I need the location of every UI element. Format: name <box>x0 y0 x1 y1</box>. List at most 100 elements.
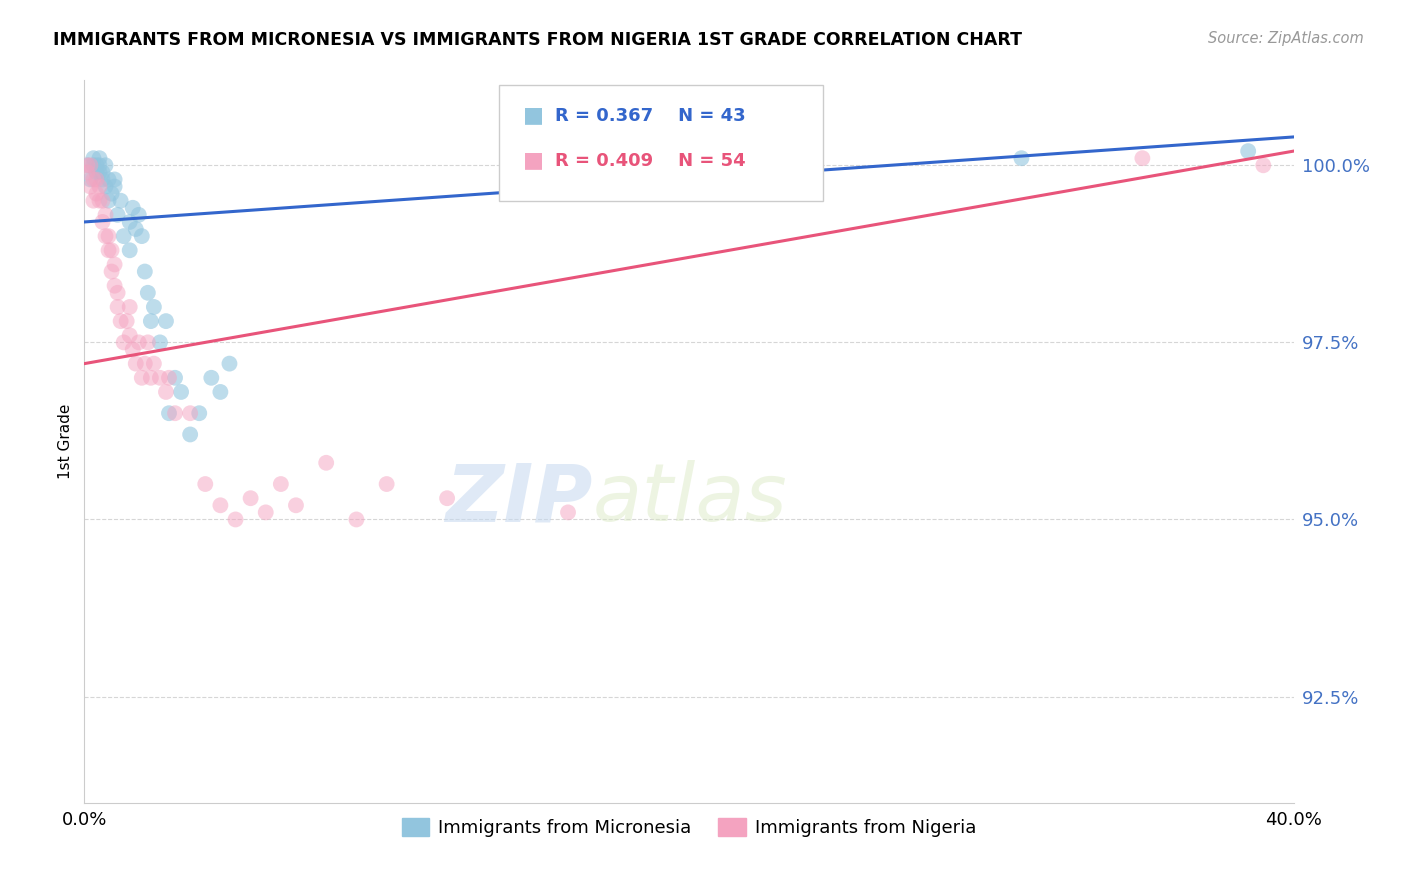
Text: IMMIGRANTS FROM MICRONESIA VS IMMIGRANTS FROM NIGERIA 1ST GRADE CORRELATION CHAR: IMMIGRANTS FROM MICRONESIA VS IMMIGRANTS… <box>53 31 1022 49</box>
Point <box>134 264 156 278</box>
Point <box>107 285 129 300</box>
Point <box>209 498 232 512</box>
Point <box>82 172 104 186</box>
Point <box>118 244 141 258</box>
Point <box>86 172 108 186</box>
Point <box>89 194 111 208</box>
Point <box>89 151 111 165</box>
Point <box>79 172 101 186</box>
Text: ZIP: ZIP <box>444 460 592 539</box>
Point <box>149 335 172 350</box>
Point <box>142 357 165 371</box>
Point <box>104 278 127 293</box>
Point <box>86 165 108 179</box>
Point <box>115 314 138 328</box>
Point <box>170 384 193 399</box>
Point <box>100 186 122 201</box>
Point <box>136 285 159 300</box>
Point <box>239 491 262 506</box>
Point <box>118 300 141 314</box>
Point <box>82 151 104 165</box>
Point <box>118 328 141 343</box>
Text: ■: ■ <box>523 105 544 125</box>
Point <box>209 384 232 399</box>
Point <box>79 158 101 172</box>
Point <box>97 172 120 186</box>
Point <box>139 314 162 328</box>
Point <box>131 229 153 244</box>
Point <box>76 158 98 172</box>
Point <box>557 505 579 519</box>
Point <box>91 165 114 179</box>
Point <box>225 512 247 526</box>
Point <box>110 314 132 328</box>
Point <box>134 357 156 371</box>
Text: atlas: atlas <box>592 460 787 539</box>
Point <box>82 158 104 172</box>
Point <box>89 158 111 172</box>
Point <box>179 427 201 442</box>
Point <box>94 179 117 194</box>
Point <box>165 406 187 420</box>
Point <box>104 179 127 194</box>
Point <box>76 165 98 179</box>
Point <box>79 179 101 194</box>
Point <box>128 335 150 350</box>
Point <box>200 371 222 385</box>
Point <box>139 371 162 385</box>
Point <box>270 477 292 491</box>
Point <box>107 208 129 222</box>
Point <box>94 229 117 244</box>
Point <box>375 477 398 491</box>
Point <box>97 194 120 208</box>
Point <box>91 194 114 208</box>
Point <box>94 208 117 222</box>
Point <box>125 357 148 371</box>
Point <box>436 491 458 506</box>
Point <box>155 314 177 328</box>
Point <box>121 343 143 357</box>
Point <box>1011 151 1033 165</box>
Point <box>125 222 148 236</box>
Point <box>346 512 368 526</box>
Point <box>142 300 165 314</box>
Y-axis label: 1st Grade: 1st Grade <box>58 404 73 479</box>
Point <box>76 158 98 172</box>
Point <box>86 158 108 172</box>
Point <box>131 371 153 385</box>
Point <box>194 477 217 491</box>
Text: R = 0.367    N = 43: R = 0.367 N = 43 <box>555 107 747 125</box>
Point <box>1253 158 1275 172</box>
Point <box>128 208 150 222</box>
Point <box>86 186 108 201</box>
Point <box>165 371 187 385</box>
Point <box>157 406 180 420</box>
Point <box>157 371 180 385</box>
Point <box>121 201 143 215</box>
Point <box>254 505 277 519</box>
Point <box>82 194 104 208</box>
Point <box>91 172 114 186</box>
Text: R = 0.409    N = 54: R = 0.409 N = 54 <box>555 152 747 169</box>
Point <box>188 406 211 420</box>
Point <box>110 194 132 208</box>
Point <box>218 357 240 371</box>
Point <box>91 215 114 229</box>
Point <box>112 335 135 350</box>
Point <box>179 406 201 420</box>
Point <box>1130 151 1153 165</box>
Point <box>107 300 129 314</box>
Point <box>149 371 172 385</box>
Text: ■: ■ <box>523 150 544 169</box>
Point <box>97 244 120 258</box>
Point <box>315 456 337 470</box>
Point <box>89 179 111 194</box>
Point <box>118 215 141 229</box>
Point <box>1237 144 1260 158</box>
Point <box>155 384 177 399</box>
Point <box>97 229 120 244</box>
Point <box>104 257 127 271</box>
Point <box>112 229 135 244</box>
Point <box>104 172 127 186</box>
Point <box>89 165 111 179</box>
